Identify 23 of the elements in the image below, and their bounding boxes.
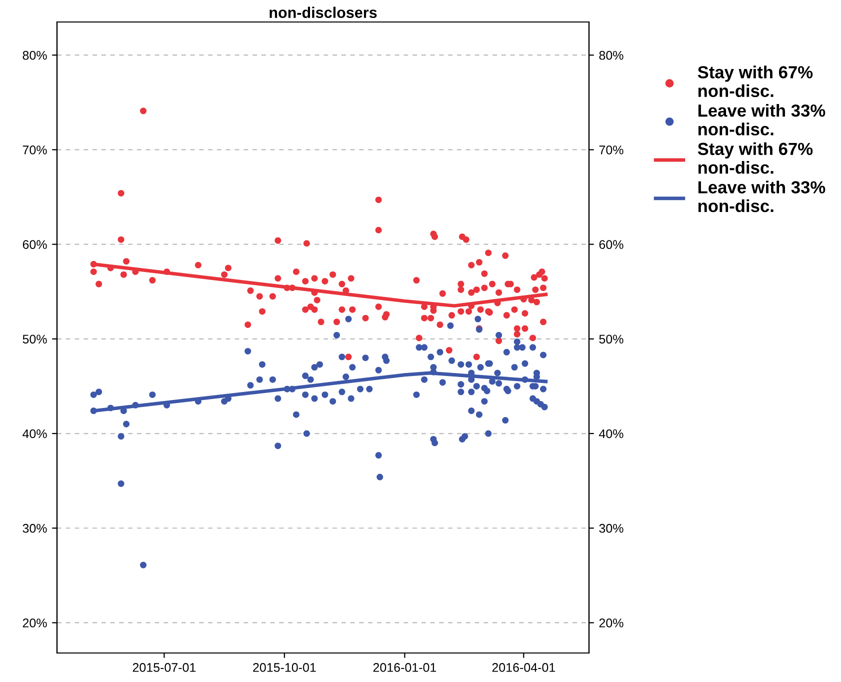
legend-label: Stay with 67% non-disc. (698, 142, 813, 174)
y2-tick-label: 40% (599, 429, 624, 438)
y2-tick-label: 30% (599, 524, 624, 533)
x-tick-label: 2015-07-01 (132, 663, 196, 672)
chart-title: non-disclosers (270, 6, 377, 18)
y-tick-label: 70% (22, 146, 47, 154)
x-tick-label: 2016-01-01 (373, 663, 436, 672)
legend-label: Stay with 67% non-disc. (698, 66, 813, 98)
y2-tick-label: 80% (599, 50, 624, 60)
y2-tick-label: 50% (599, 334, 624, 344)
y2-tick-label: 70% (599, 146, 624, 154)
legend-label: Leave with 33% non-disc. (698, 104, 826, 136)
y-tick-label: 50% (22, 334, 47, 344)
x-tick-label: 2016-04-01 (492, 663, 556, 672)
y2-tick-label: 20% (599, 618, 624, 628)
x-tick-label: 2015-10-01 (253, 663, 316, 672)
y2-tick-label: 60% (599, 240, 624, 249)
y-tick-label: 20% (22, 618, 47, 628)
legend-label: Leave with 33% non-disc. (698, 180, 826, 212)
y-tick-label: 60% (22, 240, 47, 249)
y-tick-label: 30% (22, 524, 47, 533)
y-tick-label: 80% (22, 50, 47, 60)
y-tick-label: 40% (22, 429, 47, 438)
